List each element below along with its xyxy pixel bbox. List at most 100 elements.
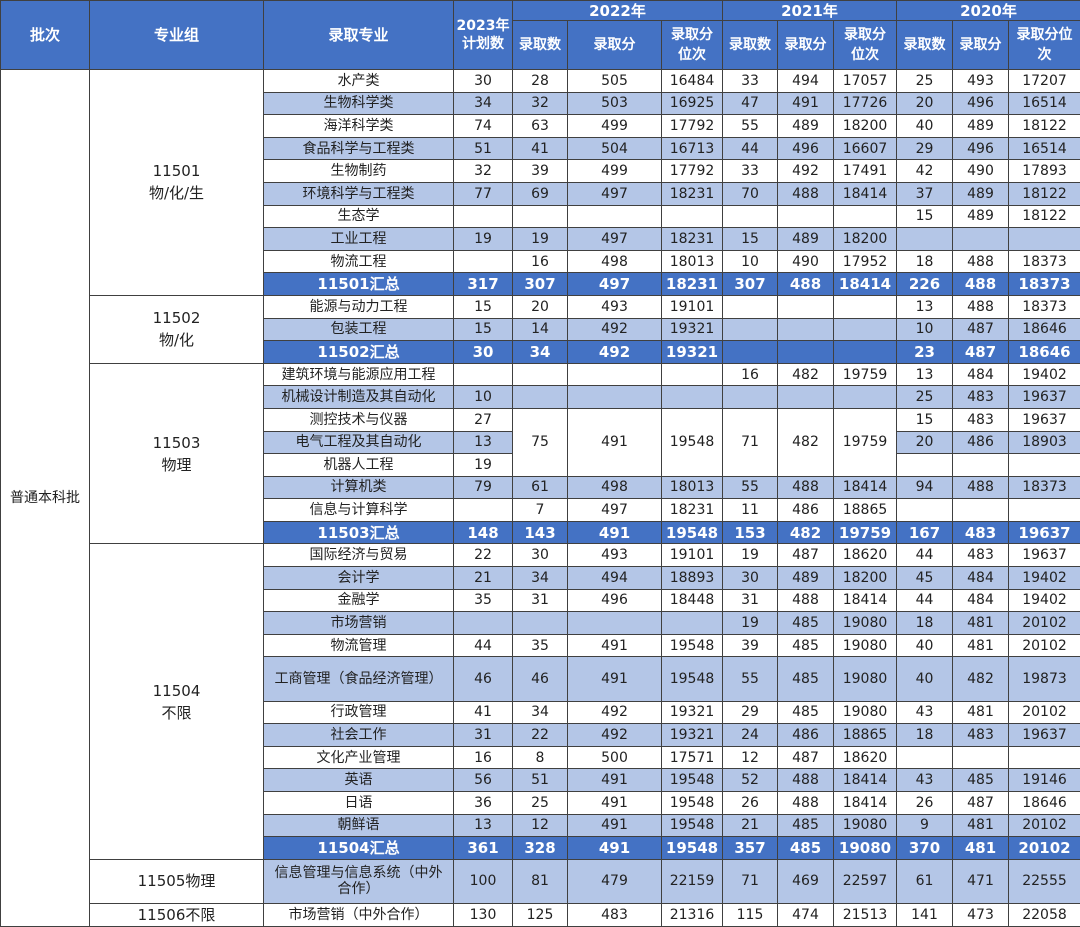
r20-cell: 19402 <box>1009 567 1080 590</box>
s20-cell: 483 <box>953 724 1009 747</box>
s20-cell: 486 <box>953 431 1009 454</box>
major-cell: 社会工作 <box>264 724 454 747</box>
empty-cell <box>662 363 723 386</box>
plan-cell: 13 <box>454 814 513 837</box>
s20-cell: 482 <box>953 657 1009 701</box>
empty-cell <box>568 386 662 409</box>
c20-cell: 61 <box>897 859 953 903</box>
major-cell: 海洋科学类 <box>264 115 454 138</box>
header-year-2020: 2020年 <box>897 1 1080 21</box>
c21-cell: 24 <box>723 724 778 747</box>
total-plan-cell: 148 <box>454 521 513 544</box>
c22-cell: 19 <box>513 228 568 251</box>
total-r20-cell: 20102 <box>1009 837 1080 860</box>
merged-c22-cell: 75 <box>513 408 568 476</box>
r21-cell: 18200 <box>834 228 897 251</box>
major-cell: 信息管理与信息系统（中外合作） <box>264 859 454 903</box>
s22-cell: 491 <box>568 634 662 657</box>
r20-cell: 19637 <box>1009 544 1080 567</box>
major-cell: 信息与计算科学 <box>264 499 454 522</box>
s20-cell: 487 <box>953 318 1009 341</box>
s22-cell: 499 <box>568 115 662 138</box>
s20-cell: 483 <box>953 544 1009 567</box>
c21-cell: 33 <box>723 160 778 183</box>
r22-cell: 22159 <box>662 859 723 903</box>
total-s20-cell: 483 <box>953 521 1009 544</box>
s20-cell: 481 <box>953 634 1009 657</box>
r21-cell: 18200 <box>834 567 897 590</box>
merged-s22-cell: 491 <box>568 408 662 476</box>
s21-cell: 496 <box>778 137 834 160</box>
group-cell: 11506不限 <box>90 903 264 926</box>
r21-cell: 18865 <box>834 499 897 522</box>
r22-cell: 18231 <box>662 228 723 251</box>
major-cell: 电气工程及其自动化 <box>264 431 454 454</box>
r20-cell: 19637 <box>1009 386 1080 409</box>
total-plan-cell: 361 <box>454 837 513 860</box>
r22-cell: 19548 <box>662 634 723 657</box>
c22-cell: 16 <box>513 250 568 273</box>
total-c21-cell <box>723 341 778 364</box>
r22-cell: 18231 <box>662 182 723 205</box>
total-r20-cell: 18373 <box>1009 273 1080 296</box>
header-rank-2020: 录取分位次 <box>1009 21 1080 70</box>
r20-cell: 19402 <box>1009 589 1080 612</box>
c22-cell: 41 <box>513 137 568 160</box>
c20-cell: 10 <box>897 318 953 341</box>
s22-cell: 493 <box>568 295 662 318</box>
c22-cell: 22 <box>513 724 568 747</box>
major-cell: 能源与动力工程 <box>264 295 454 318</box>
c20-cell: 13 <box>897 363 953 386</box>
r21-cell: 19080 <box>834 657 897 701</box>
header-batch: 批次 <box>1 1 90 70</box>
header-count-2022: 录取数 <box>513 21 568 70</box>
c20-cell: 43 <box>897 769 953 792</box>
plan-cell: 41 <box>454 701 513 724</box>
s21-cell: 488 <box>778 792 834 815</box>
c21-cell: 33 <box>723 70 778 93</box>
major-cell: 工商管理（食品经济管理） <box>264 657 454 701</box>
total-s22-cell: 491 <box>568 521 662 544</box>
total-s20-cell: 487 <box>953 341 1009 364</box>
r22-cell: 16925 <box>662 92 723 115</box>
header-plan-2023-text: 2023年 计划数 <box>457 18 510 52</box>
r20-cell <box>1009 746 1080 769</box>
s20-cell: 481 <box>953 814 1009 837</box>
r22-cell: 19548 <box>662 657 723 701</box>
s22-cell: 498 <box>568 476 662 499</box>
s20-cell: 471 <box>953 859 1009 903</box>
r22-cell: 18013 <box>662 250 723 273</box>
c22-cell: 7 <box>513 499 568 522</box>
s22-cell <box>568 612 662 635</box>
plan-cell: 51 <box>454 137 513 160</box>
c21-cell: 21 <box>723 814 778 837</box>
r21-cell: 18865 <box>834 724 897 747</box>
s20-cell: 481 <box>953 612 1009 635</box>
r22-cell: 18231 <box>662 499 723 522</box>
s21-cell: 474 <box>778 903 834 926</box>
plan-cell: 74 <box>454 115 513 138</box>
header-count-2020: 录取数 <box>897 21 953 70</box>
s21-cell: 487 <box>778 746 834 769</box>
plan-cell: 16 <box>454 746 513 769</box>
r21-cell: 22597 <box>834 859 897 903</box>
empty-cell <box>834 386 897 409</box>
c20-cell: 15 <box>897 408 953 431</box>
c20-cell <box>897 454 953 477</box>
total-s21-cell: 485 <box>778 837 834 860</box>
s20-cell: 484 <box>953 589 1009 612</box>
major-cell: 市场营销（中外合作） <box>264 903 454 926</box>
r22-cell: 19321 <box>662 318 723 341</box>
group-cell: 11502 物/化 <box>90 295 264 363</box>
c22-cell: 34 <box>513 701 568 724</box>
group-cell: 11501 物/化/生 <box>90 70 264 296</box>
total-r22-cell: 19321 <box>662 341 723 364</box>
s22-cell: 497 <box>568 228 662 251</box>
r22-cell: 19101 <box>662 295 723 318</box>
header-rank-2022: 录取分位次 <box>662 21 723 70</box>
header-group: 专业组 <box>90 1 264 70</box>
